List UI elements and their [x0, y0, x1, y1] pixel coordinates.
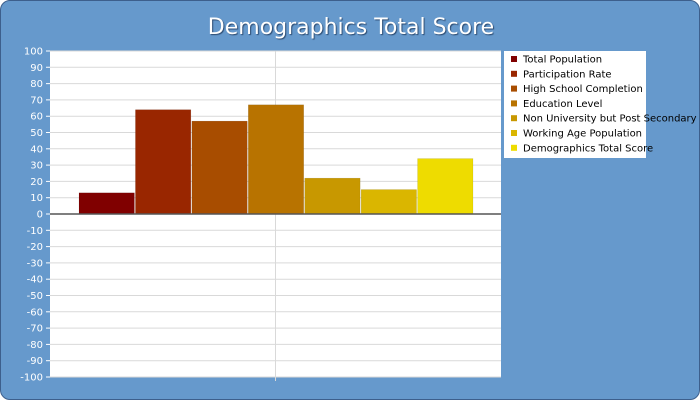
y-tick-label: 30 [30, 161, 43, 172]
legend-box [504, 51, 646, 158]
legend-label: Working Age Population [523, 129, 642, 140]
y-tick-label: 60 [30, 112, 43, 123]
y-tick-label: 40 [30, 144, 43, 155]
y-tick-label: 50 [30, 128, 43, 139]
y-tick-label: 10 [30, 193, 43, 204]
legend-swatch [511, 100, 517, 107]
legend-label: Non University but Post Secondary [523, 114, 697, 125]
y-tick-label: -100 [20, 373, 43, 384]
y-tick-label: -50 [27, 291, 43, 302]
bar-total-population [78, 192, 135, 215]
legend-swatch [511, 144, 517, 151]
y-tick-label: 20 [30, 177, 43, 188]
legend-swatch [511, 130, 517, 136]
bars [78, 104, 474, 215]
bar-working-age-population [360, 189, 417, 215]
y-tick-label: -80 [27, 340, 43, 351]
bar-high-school-completion [191, 120, 248, 215]
legend-swatch [511, 85, 517, 92]
legend-label: Total Population [522, 55, 602, 66]
legend-swatch [511, 115, 517, 122]
bar-education-level [248, 104, 304, 215]
y-tick-label: -70 [27, 324, 43, 335]
y-tick-label: -10 [27, 226, 43, 237]
chart-title: Demographics Total Score [207, 15, 495, 40]
y-tick-label: 100 [24, 47, 43, 58]
y-tick-label: 80 [30, 79, 43, 90]
y-tick-label: -30 [27, 258, 43, 269]
bar-non-university-but-post-secondary [304, 177, 361, 215]
legend-label: Participation Rate [523, 69, 612, 80]
legend-label: Education Level [523, 99, 602, 110]
y-tick-label: -40 [27, 275, 43, 286]
y-tick-label: -20 [27, 242, 43, 253]
legend-swatch [511, 70, 517, 77]
y-tick-label: -90 [27, 356, 43, 367]
legend-label: Demographics Total Score [523, 143, 653, 154]
y-tick-label: 70 [30, 95, 43, 106]
legend: Total Population Participation Rate High S… [504, 51, 697, 158]
y-tick-label: 90 [30, 63, 43, 74]
legend-swatch [511, 56, 517, 62]
bar-demographics-total-score [417, 158, 474, 215]
legend-label: High School Completion [523, 84, 643, 95]
y-tick-label: -60 [27, 307, 43, 318]
y-axis: 1009080706050403020100-10-20-30-40-50-60… [20, 47, 501, 384]
bar-participation-rate [135, 109, 192, 215]
y-tick-label: 0 [37, 210, 43, 221]
